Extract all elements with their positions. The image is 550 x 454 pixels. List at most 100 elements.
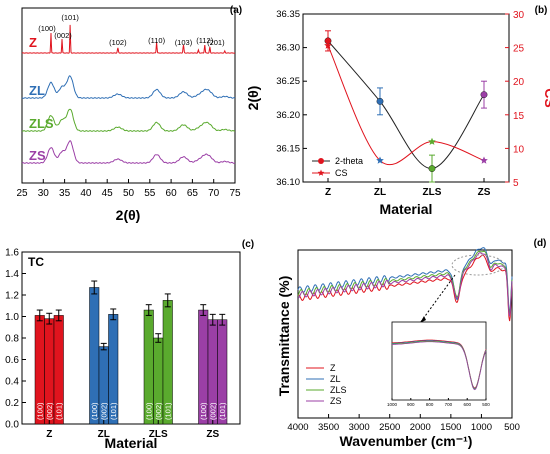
- point-cs-ZS: [480, 156, 488, 164]
- peak-label: (100): [38, 24, 56, 33]
- bar-label: (101): [109, 402, 118, 420]
- y-tick-label: 0.4: [5, 377, 19, 388]
- panel-d-xlabel: Wavenumber (cm⁻¹): [340, 433, 473, 449]
- x-tick-label: 3500: [318, 422, 339, 433]
- point-2-theta-ZLS: [428, 165, 436, 172]
- panel-c-label: (c): [242, 239, 254, 250]
- x-tick-label: 2500: [379, 422, 400, 433]
- bar-label: (002): [99, 402, 108, 420]
- peak-label: (101): [61, 13, 79, 22]
- legend-label-ZL: ZL: [330, 374, 341, 384]
- peak-label: (110): [148, 36, 165, 45]
- x-tick-label: 30: [38, 188, 50, 199]
- y-tick-label: 0.6: [5, 355, 19, 366]
- x-tick-label: 70: [208, 188, 220, 199]
- peak-label: (002): [54, 31, 72, 40]
- point-cs-Z: [324, 41, 332, 49]
- x-tick-label: 500: [504, 422, 520, 433]
- legend-marker-2-theta: [318, 158, 324, 164]
- panel-c: (c) TC 0.0 0.2 0.4 0.6 0.8 1.0 1.2 1.4 1.6 (100)…: [5, 239, 254, 451]
- legend-label-ZS: ZS: [330, 396, 342, 406]
- legend-label-cs: CS: [335, 168, 348, 178]
- panel-b-xlabel: Material: [380, 201, 433, 217]
- x-tick-label: ZL: [374, 187, 386, 198]
- series-Z: [297, 254, 513, 322]
- x-tick-label: 60: [166, 188, 178, 199]
- x-tick-label: 1500: [440, 422, 461, 433]
- inset-arrowhead: [420, 316, 426, 323]
- inset-x-tick-label: 900: [407, 402, 415, 407]
- peak-label: (103): [175, 38, 193, 47]
- x-tick-label: ZLS: [149, 429, 168, 440]
- line-cs: [327, 45, 485, 166]
- series-ZL: [21, 75, 236, 99]
- panel-b-label: (b): [535, 5, 548, 16]
- bar-label: (100): [35, 402, 44, 420]
- peak-label: (102): [109, 38, 127, 47]
- y-tick-label: 1.4: [5, 269, 19, 280]
- peak-label: (201): [207, 38, 225, 47]
- y-right-tick-label: 15: [513, 111, 525, 122]
- y-right-tick-label: 20: [513, 77, 525, 88]
- y-tick-label: 1.0: [5, 312, 19, 323]
- y-tick-label: 36.20: [276, 110, 300, 121]
- bar-label: (100): [199, 402, 208, 420]
- x-tick-label: 2000: [410, 422, 431, 433]
- x-tick-label: Z: [46, 429, 52, 440]
- series-name-ZS: ZS: [29, 148, 46, 163]
- legend-label-ZLS: ZLS: [330, 385, 347, 395]
- series-Z: [21, 24, 236, 54]
- inset-frame: [391, 321, 487, 401]
- panel-a: (a) 25 30 35 40 45 50 55 60 65 70 75 (100)(002) (10…: [16, 5, 242, 223]
- x-tick-label: 35: [59, 188, 71, 199]
- panel-a-xlabel: 2(θ): [116, 207, 141, 223]
- x-tick-label: 4000: [287, 422, 308, 433]
- y-right-tick-label: 5: [513, 178, 519, 189]
- bar-label: (002): [154, 402, 163, 420]
- panel-d-frame: [297, 249, 513, 419]
- bar-label: (101): [218, 402, 227, 420]
- x-tick-label: Z: [325, 187, 331, 198]
- highlight-ellipse: [451, 254, 505, 276]
- x-tick-label: 1000: [471, 422, 492, 433]
- panel-b: (b) 36.10 36.15 36.20 36.25 36.30 36.35 5 10 15…: [245, 5, 550, 217]
- panel-d: (d) 4000 3500 3000 2500 2000 1500 1000 500 1000…: [276, 238, 546, 449]
- x-tick-label: 3000: [349, 422, 370, 433]
- x-tick-label: 75: [229, 188, 241, 199]
- y-tick-label: 1.2: [5, 291, 19, 302]
- x-tick-label: 50: [123, 188, 135, 199]
- series-ZS: [21, 140, 236, 164]
- point-cs-ZL: [376, 156, 384, 164]
- peak-label: (112): [196, 36, 213, 45]
- series-name-Z: Z: [29, 35, 37, 50]
- y-right-tick-label: 30: [513, 10, 525, 21]
- series-name-ZLS: ZLS: [29, 116, 54, 131]
- point-cs-ZLS: [428, 137, 436, 145]
- bar-label: (002): [45, 402, 54, 420]
- panel-c-xlabel: Material: [105, 435, 158, 451]
- inset-x-tick-label: 1000: [387, 402, 398, 407]
- y-right-tick-label: 10: [513, 144, 525, 155]
- series-name-ZL: ZL: [29, 83, 45, 98]
- x-tick-label: 25: [16, 188, 28, 199]
- y-tick-label: 36.10: [276, 177, 300, 188]
- x-tick-label: 45: [102, 188, 114, 199]
- inset-series-ZS: [392, 341, 487, 391]
- x-tick-label: 55: [144, 188, 156, 199]
- panel-b-ylabel-right: CS: [542, 88, 550, 107]
- series-ZLS: [22, 108, 235, 132]
- y-tick-label: 1.6: [5, 248, 19, 259]
- x-tick-label: ZS: [206, 429, 219, 440]
- bar-label: (101): [54, 402, 63, 420]
- bar-label: (100): [90, 402, 99, 420]
- legend-marker-cs: [317, 169, 325, 176]
- x-tick-label: ZL: [98, 429, 110, 440]
- y-tick-label: 36.30: [276, 43, 300, 54]
- inset-arrow: [419, 274, 456, 324]
- y-tick-label: 0.0: [5, 420, 19, 431]
- y-tick-label: 36.35: [276, 9, 300, 20]
- inset-x-tick-label: 500: [482, 402, 490, 407]
- bar-label: (002): [208, 402, 217, 420]
- panel-b-ylabel: 2(θ): [245, 86, 261, 111]
